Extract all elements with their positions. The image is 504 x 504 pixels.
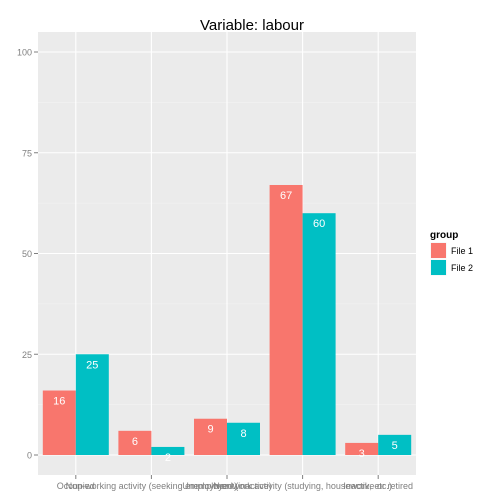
legend-label: File 1 — [451, 246, 473, 256]
y-tick-label: 0 — [27, 451, 32, 461]
bar — [269, 184, 303, 456]
bar — [42, 390, 76, 455]
bar — [75, 354, 109, 455]
bar-value-label: 9 — [207, 424, 213, 436]
bar-value-label: 5 — [392, 440, 398, 452]
bar — [151, 446, 185, 455]
legend-swatch — [431, 260, 446, 275]
legend: group File 1 File 2 — [429, 230, 473, 277]
bars — [42, 184, 412, 456]
chart-title: Variable: labour — [200, 17, 304, 34]
legend-swatch — [431, 243, 446, 258]
bar — [378, 434, 412, 455]
x-tick-label: Non-work activity (studying, housework, … — [213, 481, 392, 491]
legend-title: group — [430, 230, 458, 241]
legend-label: File 2 — [451, 263, 473, 273]
x-tick-label: Non-working activity (seeking employment… — [66, 481, 238, 491]
bar — [118, 430, 152, 455]
y-axis: 0 25 50 75 100 — [17, 48, 38, 461]
legend-items: File 1 File 2 — [429, 241, 473, 277]
x-tick-label: Inactive or retired — [343, 481, 413, 491]
y-tick-label: 25 — [22, 350, 32, 360]
y-tick-label: 75 — [22, 148, 32, 158]
y-tick-label: 50 — [22, 249, 32, 259]
bar-value-label: 6 — [132, 436, 138, 448]
bar-value-label: 2 — [165, 452, 171, 464]
bar-value-label: 25 — [86, 359, 98, 371]
bar — [194, 418, 227, 455]
bar — [302, 213, 336, 455]
bar-value-label: 8 — [240, 428, 246, 440]
x-tick-label: Occupied — [57, 481, 95, 491]
y-tick-label: 100 — [17, 48, 32, 58]
bar — [345, 442, 379, 455]
bar-labels: 16 6 9 67 3 25 2 8 60 5 — [53, 190, 398, 464]
bar-value-label: 16 — [53, 396, 65, 408]
bar — [227, 422, 260, 455]
bar-value-label: 3 — [359, 448, 365, 460]
x-tick-label: Unemployed (inactive) — [182, 481, 272, 491]
bar-value-label: 60 — [313, 218, 325, 230]
bar-value-label: 67 — [280, 190, 292, 202]
